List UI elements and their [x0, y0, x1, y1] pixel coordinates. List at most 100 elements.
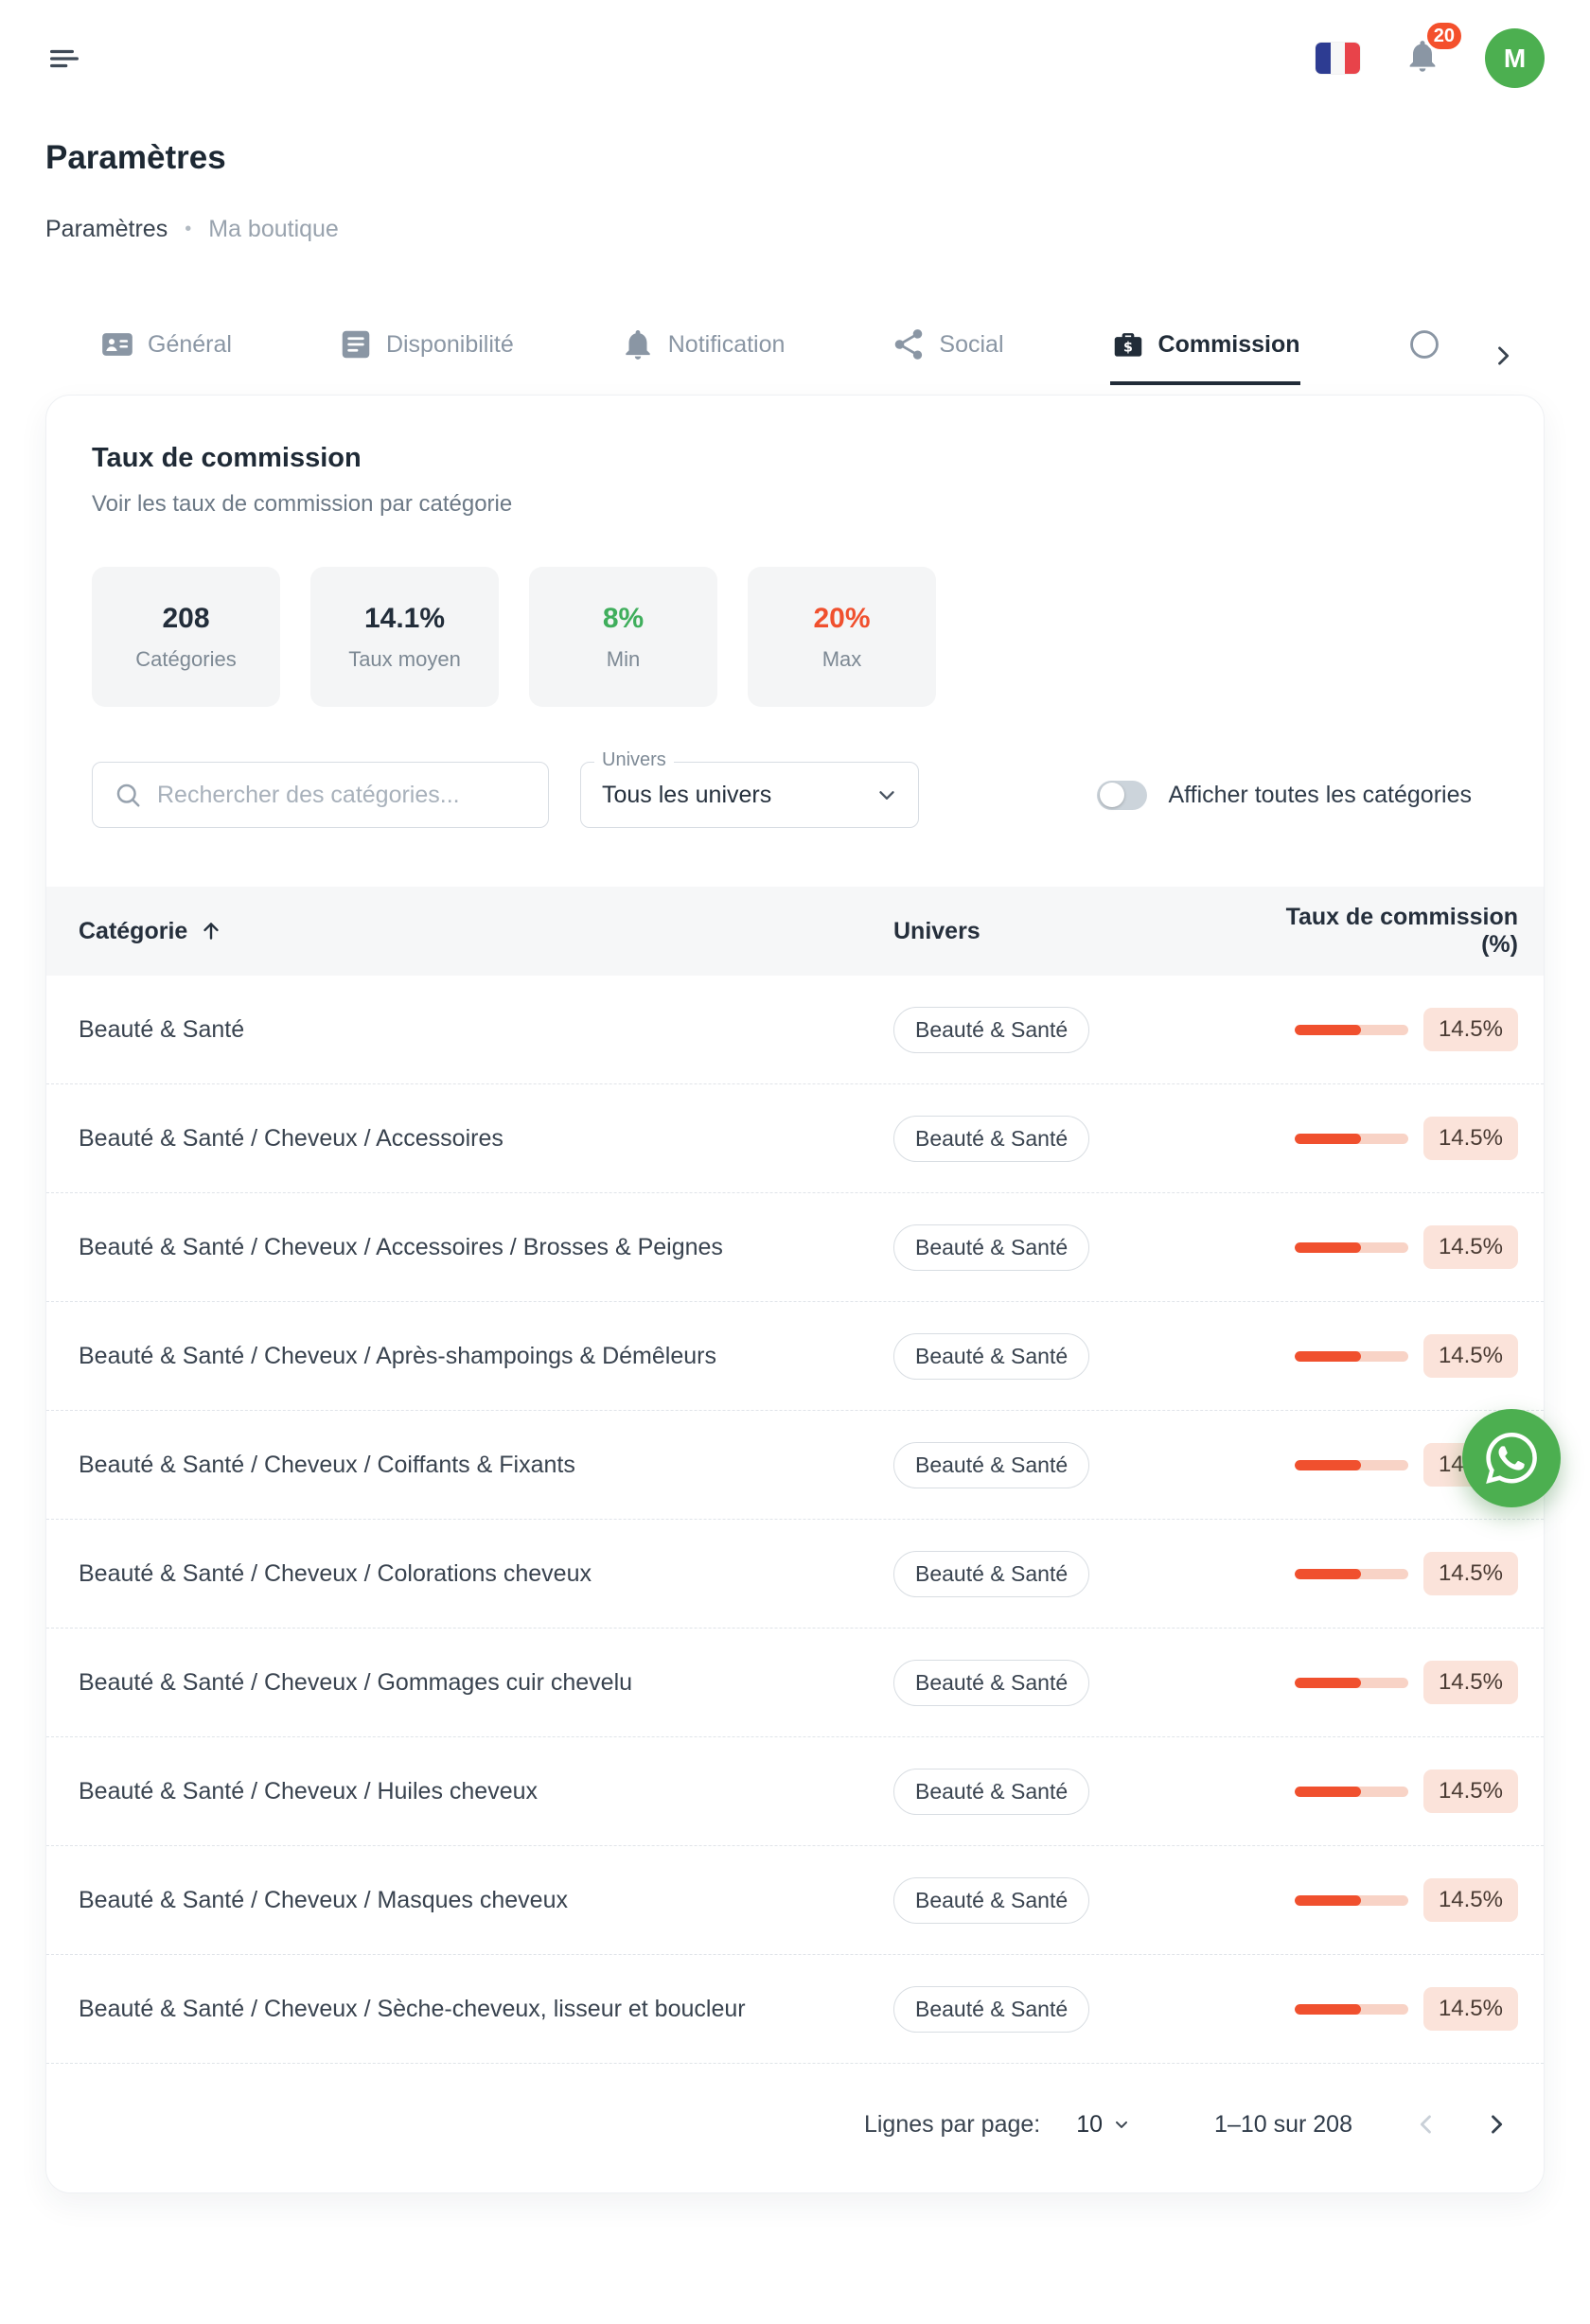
row-univers-chip: Beauté & Santé	[893, 1768, 1090, 1815]
row-rate-badge: 14.5%	[1422, 1878, 1518, 1922]
tab-notification[interactable]: Notification	[620, 326, 786, 385]
row-progress-bar	[1294, 1459, 1408, 1470]
tabs-scroll-right-button[interactable]	[1490, 343, 1516, 369]
tab-social[interactable]: Social	[891, 326, 1004, 385]
rows-per-page-value: 10	[1076, 2110, 1104, 2138]
row-rate-cell: 14.5%	[1272, 1117, 1518, 1160]
row-category: Beauté & Santé	[79, 1015, 245, 1043]
row-category: Beauté & Santé / Cheveux / Après-shampoi…	[79, 1342, 716, 1369]
rows-per-page-select[interactable]: 10	[1076, 2111, 1131, 2139]
tab-notification-label: Notification	[667, 330, 786, 358]
row-univers-chip: Beauté & Santé	[893, 1876, 1090, 1924]
row-rate-cell: 14.5%	[1272, 1552, 1518, 1595]
row-rate-cell: 14.5%	[1272, 1661, 1518, 1704]
row-category: Beauté & Santé / Cheveux / Colorations c…	[79, 1559, 592, 1587]
stat-value: 20%	[813, 602, 871, 634]
stat-label: Max	[822, 646, 862, 671]
row-univers-chip: Beauté & Santé	[893, 1332, 1090, 1380]
topbar: 20 M	[0, 0, 1590, 88]
card-title: Taux de commission	[92, 443, 362, 473]
tab-disponibilite[interactable]: Disponibilité	[338, 326, 514, 385]
chevron-down-icon	[879, 791, 894, 800]
row-category: Beauté & Santé / Cheveux / Huiles cheveu…	[79, 1777, 539, 1805]
rows-per-page-label: Lignes par page:	[863, 2110, 1041, 2138]
row-progress-fill	[1294, 1677, 1361, 1688]
row-rate-badge: 14.5%	[1422, 1552, 1518, 1595]
row-rate-badge: 14.5%	[1422, 1117, 1518, 1160]
chevron-down-icon	[1116, 2121, 1128, 2128]
french-flag-icon[interactable]	[1316, 43, 1360, 74]
tabs-fade	[1439, 326, 1590, 385]
tab-commission[interactable]: $ Commission	[1109, 326, 1300, 385]
row-univers-chip: Beauté & Santé	[893, 1006, 1090, 1053]
avatar[interactable]: M	[1485, 28, 1545, 88]
table-row: Beauté & Santé / Cheveux / Gommages cuir…	[46, 1629, 1544, 1737]
whatsapp-icon	[1486, 1433, 1537, 1484]
row-progress-bar	[1294, 1786, 1408, 1797]
row-univers-chip: Beauté & Santé	[893, 1441, 1090, 1488]
stat-label: Catégories	[135, 646, 237, 671]
tab-next-partial[interactable]	[1406, 326, 1442, 385]
breadcrumb-parametres[interactable]: Paramètres	[45, 216, 168, 242]
category-search	[92, 762, 549, 828]
page-title: Paramètres	[45, 139, 226, 176]
id-card-icon	[102, 333, 132, 356]
sort-ascending-icon	[203, 923, 220, 940]
row-category: Beauté & Santé / Cheveux / Gommages cuir…	[79, 1668, 633, 1696]
bell-icon	[626, 329, 650, 360]
row-rate-cell: 14.5%	[1272, 1769, 1518, 1813]
column-categorie-label: Catégorie	[79, 917, 188, 944]
row-rate-badge: 14.5%	[1422, 1225, 1518, 1269]
table-row: Beauté & Santé / Cheveux / Accessoires B…	[46, 1084, 1544, 1193]
row-category: Beauté & Santé / Cheveux / Accessoires /…	[79, 1233, 723, 1260]
row-progress-bar	[1294, 1568, 1408, 1579]
table-row: Beauté & Santé / Cheveux / Après-shampoi…	[46, 1302, 1544, 1411]
whatsapp-fab[interactable]	[1462, 1409, 1561, 1507]
stat-max: 20% Max	[748, 567, 936, 707]
next-page-button[interactable]	[1483, 2111, 1510, 2138]
row-rate-badge: 14.5%	[1422, 1987, 1518, 2031]
breadcrumb-ma-boutique[interactable]: Ma boutique	[208, 216, 339, 242]
table-header: Catégorie Univers Taux de commission (%)	[46, 887, 1544, 976]
univers-select-label: Univers	[594, 749, 674, 771]
table-row: Beauté & Santé / Cheveux / Coiffants & F…	[46, 1411, 1544, 1520]
row-progress-bar	[1294, 1241, 1408, 1253]
topbar-right: 20 M	[1316, 20, 1545, 88]
table-row: Beauté & Santé / Cheveux / Accessoires /…	[46, 1193, 1544, 1302]
row-progress-fill	[1294, 1459, 1361, 1470]
row-progress-bar	[1294, 2003, 1408, 2015]
row-category: Beauté & Santé / Cheveux / Masques cheve…	[79, 1886, 568, 1913]
show-all-toggle-group: Afficher toutes les catégories	[1097, 780, 1472, 810]
row-rate-cell: 14.5%	[1272, 1225, 1518, 1269]
bell-icon	[1409, 41, 1436, 72]
row-progress-bar	[1294, 1677, 1408, 1688]
column-header-categorie[interactable]: Catégorie	[79, 918, 893, 945]
toggle-label: Afficher toutes les catégories	[1168, 781, 1472, 808]
stat-label: Min	[606, 646, 641, 671]
share-icon	[895, 329, 923, 360]
menu-icon[interactable]	[45, 40, 83, 78]
row-progress-bar	[1294, 1024, 1408, 1035]
search-input[interactable]	[157, 781, 527, 809]
tab-general[interactable]: Général	[99, 326, 232, 385]
row-progress-fill	[1294, 1568, 1361, 1579]
filters-row: Univers Tous les univers Afficher toutes…	[46, 749, 1544, 828]
row-progress-bar	[1294, 1894, 1408, 1906]
show-all-categories-toggle[interactable]	[1097, 780, 1148, 810]
row-progress-fill	[1294, 1350, 1361, 1362]
breadcrumb-separator: •	[185, 219, 192, 239]
stat-taux-moyen: 14.1% Taux moyen	[310, 567, 499, 707]
previous-page-button[interactable]	[1413, 2111, 1440, 2138]
stat-value: 8%	[602, 602, 645, 634]
table-row: Beauté & Santé / Cheveux / Huiles cheveu…	[46, 1737, 1544, 1846]
univers-select[interactable]: Univers Tous les univers	[580, 749, 919, 828]
notifications-button[interactable]: 20	[1404, 20, 1464, 79]
univers-select-value: Tous les univers	[602, 781, 772, 808]
toggle-knob	[1100, 783, 1125, 807]
search-icon	[116, 783, 140, 807]
svg-text:$: $	[1123, 341, 1133, 356]
row-univers-chip: Beauté & Santé	[893, 1985, 1090, 2033]
table-body: Beauté & Santé Beauté & Santé 14.5% Beau…	[46, 976, 1544, 2064]
row-rate-cell: 14.5%	[1272, 1334, 1518, 1378]
